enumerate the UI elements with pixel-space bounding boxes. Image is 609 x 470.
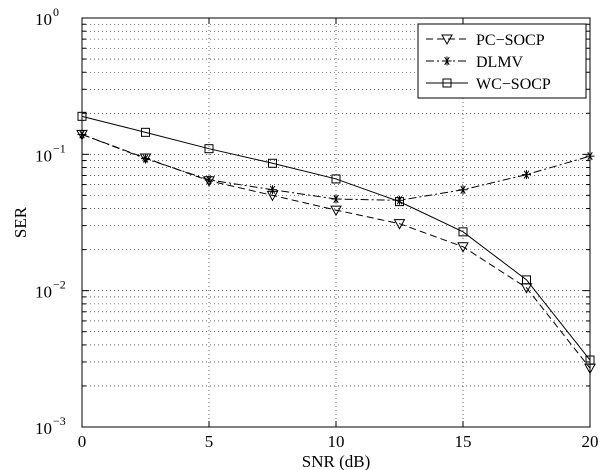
- series-line-2: [81, 115, 591, 361]
- data-point: [141, 127, 150, 137]
- legend: PC−SOCP DLMV WC−SOCP: [417, 23, 587, 99]
- data-point: [522, 170, 531, 180]
- data-point: [268, 158, 277, 168]
- data-point: [395, 197, 404, 207]
- series-layer: [76, 111, 596, 375]
- data-point: [330, 205, 342, 217]
- data-point: [458, 227, 468, 237]
- data-point: [522, 275, 531, 285]
- data-point: [141, 154, 150, 164]
- y-tick-label-exponent: −2: [53, 278, 66, 292]
- y-tick-label: 10: [35, 283, 52, 302]
- data-point: [268, 185, 277, 195]
- data-point: [204, 175, 214, 185]
- data-point: [585, 151, 595, 161]
- y-tick-label: 10: [35, 419, 52, 438]
- x-tick-label: 5: [205, 432, 214, 451]
- x-tick-label: 10: [328, 432, 345, 451]
- x-tick-labels: 0 5 10 15 20: [78, 432, 599, 451]
- y-tick-label-exponent: −1: [53, 141, 66, 155]
- data-point: [458, 185, 468, 195]
- y-tick-label: 10: [35, 146, 52, 165]
- x-tick-label: 15: [455, 432, 472, 451]
- x-tick-label: 20: [582, 432, 599, 451]
- data-point: [77, 129, 87, 139]
- x-tick-label: 0: [78, 432, 87, 451]
- series-line-0: [81, 133, 591, 369]
- legend-label: DLMV: [476, 54, 524, 71]
- y-axis-label: SER: [11, 206, 30, 238]
- data-point: [585, 355, 595, 365]
- data-point: [331, 194, 341, 204]
- y-tick-label-exponent: 0: [53, 5, 59, 19]
- legend-label: PC−SOCP: [476, 32, 545, 49]
- data-point: [393, 219, 406, 230]
- data-point: [77, 111, 87, 121]
- data-point: [457, 242, 469, 253]
- legend-marker: [441, 34, 453, 46]
- grid-lines: [82, 18, 590, 427]
- data-point: [331, 174, 341, 184]
- legend-marker: [442, 78, 452, 88]
- y-tick-label-exponent: −3: [53, 414, 66, 428]
- x-axis-label: SNR (dB): [302, 452, 370, 470]
- legend-marker: [442, 56, 452, 66]
- data-point: [204, 144, 214, 154]
- y-tick-label: 10: [35, 10, 52, 29]
- legend-label: WC−SOCP: [476, 76, 551, 93]
